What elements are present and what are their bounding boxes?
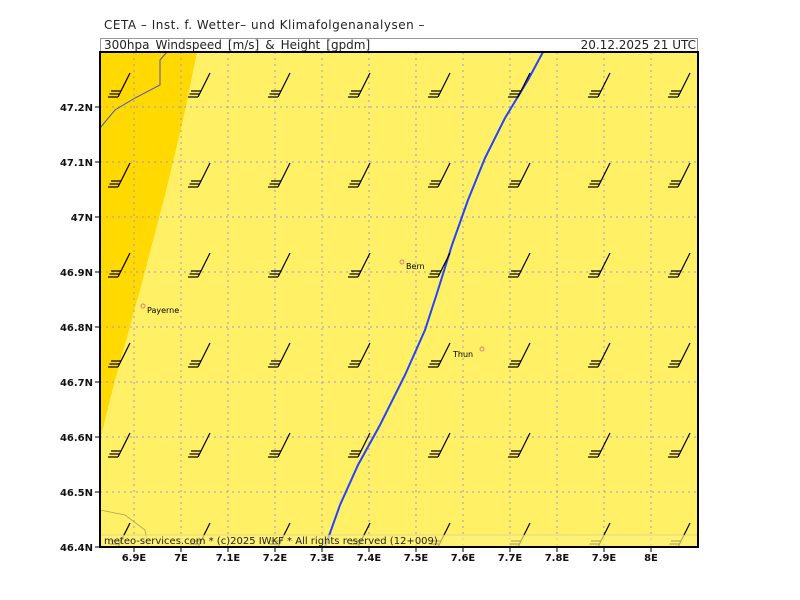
wind-barb-icon xyxy=(268,432,291,458)
wind-barb-icon xyxy=(348,162,371,188)
lat-label: 46.7N xyxy=(60,378,93,389)
wind-barb-icon xyxy=(508,342,531,368)
wind-barb-icon xyxy=(508,252,531,278)
wind-barb-icon xyxy=(668,162,691,188)
wind-barb-icon xyxy=(188,162,211,188)
city-label: Thun xyxy=(452,350,473,359)
wind-barb-icon xyxy=(108,342,131,368)
wind-barb-icon xyxy=(348,252,371,278)
wind-barb-icon xyxy=(268,252,291,278)
wind-barb-icon xyxy=(108,162,131,188)
valid-time: 20.12.2025 21 UTC xyxy=(580,38,696,52)
wind-barb-icon xyxy=(428,72,451,98)
wind-barb-icon xyxy=(108,252,131,278)
wind-barb-icon xyxy=(348,342,371,368)
wind-barb-icon xyxy=(668,432,691,458)
lon-label: 6.9E xyxy=(122,553,147,564)
wind-barb-icon xyxy=(268,72,291,98)
wind-barb-icon xyxy=(508,432,531,458)
speed-fill-dark xyxy=(100,52,197,440)
wind-barb-icon xyxy=(428,432,451,458)
wind-barb-icon xyxy=(588,252,611,278)
org-title: CETA – Inst. f. Wetter– und Klimafolgena… xyxy=(104,18,426,32)
wind-barb-icon xyxy=(348,432,371,458)
wind-barb-icon xyxy=(188,72,211,98)
header-bar xyxy=(100,38,698,52)
lon-label: 7.8E xyxy=(545,553,570,564)
wind-barb-icon xyxy=(588,72,611,98)
wind-barb-icon xyxy=(668,252,691,278)
lon-label: 8E xyxy=(644,553,658,564)
wind-barb-icon xyxy=(668,72,691,98)
lat-label: 46.6N xyxy=(60,433,93,444)
grid xyxy=(100,52,698,547)
wind-barb-icon xyxy=(348,72,371,98)
wind-barb-icon xyxy=(268,162,291,188)
lat-label: 46.5N xyxy=(60,488,93,499)
lon-label: 7E xyxy=(174,553,188,564)
lat-label: 46.4N xyxy=(60,543,93,554)
lat-label: 46.8N xyxy=(60,323,93,334)
wind-barb-icon xyxy=(268,342,291,368)
wind-barb-icon xyxy=(428,342,451,368)
wind-barb-icon xyxy=(588,342,611,368)
height-contour xyxy=(324,51,544,548)
lon-label: 7.9E xyxy=(592,553,617,564)
wind-barb-icon xyxy=(508,162,531,188)
footer-text: meteo-services.com * (c)2025 IWKF * All … xyxy=(104,536,438,547)
lon-label: 7.4E xyxy=(357,553,382,564)
lat-label: 47.1N xyxy=(60,158,93,169)
lat-label: 47N xyxy=(71,213,93,224)
city-label: Bern xyxy=(406,262,425,271)
lat-label: 46.9N xyxy=(60,268,93,279)
wind-barb-icon xyxy=(588,432,611,458)
wind-barb-icon xyxy=(508,72,531,98)
wind-barb-icon xyxy=(108,72,131,98)
parameter-title: 300hpa_Windspeed_[m/s]_&_Height_[gpdm] xyxy=(104,38,371,52)
city-bern: Bern xyxy=(399,259,425,271)
lat-label: 47.2N xyxy=(60,103,93,114)
lon-label: 7.6E xyxy=(451,553,476,564)
wind-barb-icon xyxy=(428,252,451,278)
city-payerne: Payerne xyxy=(140,303,179,315)
speed-fill-light xyxy=(100,52,698,547)
lon-label: 7.3E xyxy=(310,553,335,564)
map-frame xyxy=(99,51,699,548)
wind-barb-icon xyxy=(668,342,691,368)
wind-barb-icon xyxy=(588,162,611,188)
city-label: Payerne xyxy=(147,306,179,315)
wind-barb-icon xyxy=(188,342,211,368)
wind-barb-icon xyxy=(188,432,211,458)
city-thun: Thun xyxy=(452,346,485,359)
wind-barb-icon xyxy=(188,252,211,278)
lake-border xyxy=(99,51,168,129)
lon-label: 7.2E xyxy=(263,553,288,564)
lon-label: 7.5E xyxy=(404,553,429,564)
lon-label: 7.1E xyxy=(216,553,241,564)
wind-barb-icon xyxy=(428,162,451,188)
wind-barb-icon xyxy=(108,432,131,458)
lon-label: 7.7E xyxy=(498,553,523,564)
